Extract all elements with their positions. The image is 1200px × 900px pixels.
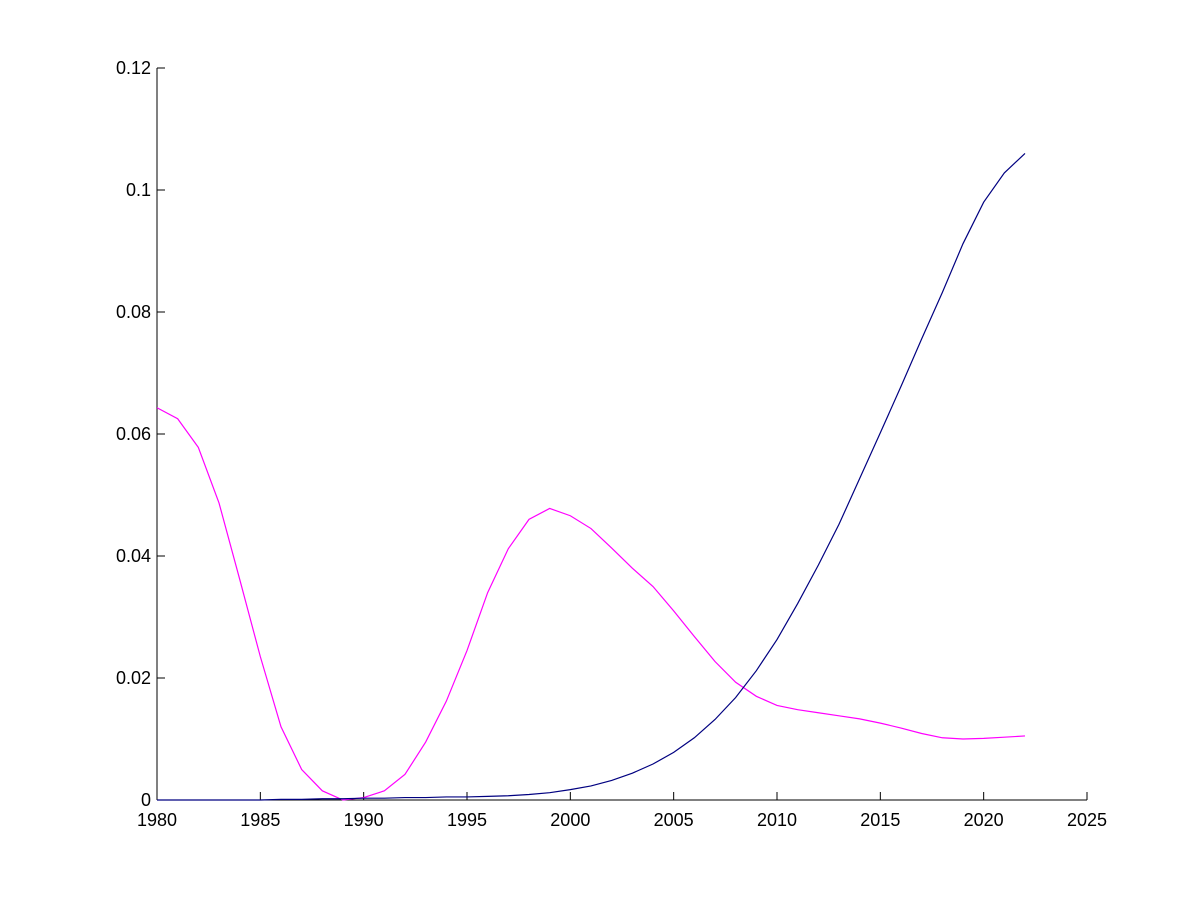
x-tick-label: 2025 xyxy=(1067,810,1107,830)
y-tick-label: 0.12 xyxy=(116,58,151,78)
plot-area: 0 0.02 0.04 0.06 0.08 0.1 0.12 1980 1985 1990 199… xyxy=(116,58,1107,830)
series-line-2 xyxy=(157,152,1026,801)
x-tick-label: 1995 xyxy=(447,810,487,830)
y-tick-label: 0.08 xyxy=(116,302,151,322)
y-tick-label: 0.06 xyxy=(116,424,151,444)
x-tick-label: 2010 xyxy=(757,810,797,830)
x-axis-ticks: 1980 1985 1990 1995 2000 2005 2010 2015 2020 2025 xyxy=(137,792,1107,830)
x-tick-label: 2000 xyxy=(550,810,590,830)
y-tick-label: 0.02 xyxy=(116,668,151,688)
y-tick-label: 0 xyxy=(141,790,151,810)
y-tick-label: 0.04 xyxy=(116,546,151,566)
series-line-1 xyxy=(156,407,1026,801)
x-tick-label: 1990 xyxy=(344,810,384,830)
series-group xyxy=(156,152,1026,801)
x-tick-label: 2020 xyxy=(964,810,1004,830)
x-tick-label: 1985 xyxy=(240,810,280,830)
x-tick-label: 1980 xyxy=(137,810,177,830)
y-tick-label: 0.1 xyxy=(126,180,151,200)
x-tick-label: 2015 xyxy=(860,810,900,830)
x-tick-label: 2005 xyxy=(654,810,694,830)
y-axis-ticks: 0 0.02 0.04 0.06 0.08 0.1 0.12 xyxy=(116,58,165,810)
